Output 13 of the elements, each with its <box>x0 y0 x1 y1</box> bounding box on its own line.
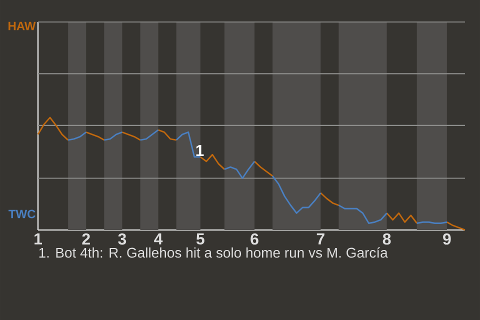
x-tick-label: 1 <box>34 233 42 244</box>
text: TWC <box>8 210 36 218</box>
x-tick-label: 2 <box>82 233 90 245</box>
x-tick-label: 6 <box>250 233 258 245</box>
x-tick-label: 5 <box>196 233 204 245</box>
text: HAW <box>8 22 36 30</box>
x-tick-label: 7 <box>316 233 324 244</box>
x-tick-label: 9 <box>443 233 451 245</box>
x-tick-label: 3 <box>118 233 126 245</box>
x-tick-label: 8 <box>382 233 391 245</box>
text: 1. Bot 4th: R. Gallehos hit a solo home run vs M. García <box>39 247 388 258</box>
x-tick-label: 4 <box>154 233 163 244</box>
annotation: 1 <box>196 144 204 156</box>
